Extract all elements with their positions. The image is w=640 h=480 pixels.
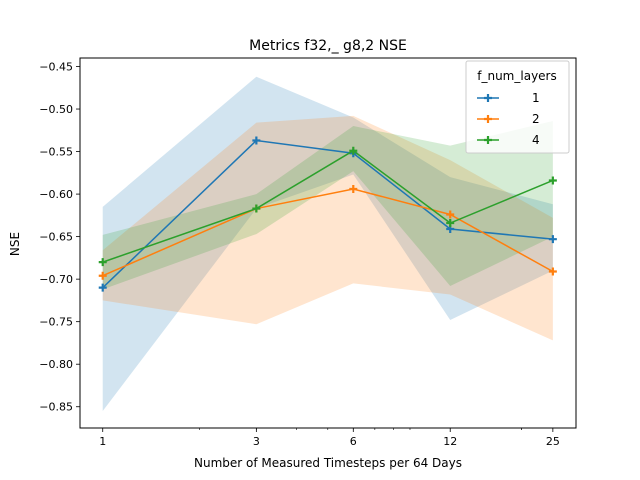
point-series-4-x12	[446, 219, 455, 228]
x-axis-ticks: 1 3 6 12 25	[99, 428, 560, 448]
point-series-1-x25	[548, 235, 557, 244]
legend-label-2: 2	[532, 112, 540, 126]
legend-box	[465, 60, 570, 154]
point-series-4-x25	[548, 176, 557, 185]
legend-marker-1	[484, 94, 492, 102]
legend-label-4: 4	[532, 133, 540, 147]
band-series-2	[102, 115, 553, 341]
point-series-2-x12	[446, 210, 455, 219]
x-tick-label: 1	[99, 435, 106, 448]
point-series-2-x6	[349, 184, 358, 193]
y-tick-label: −0.65	[39, 231, 73, 244]
confidence-bands	[102, 76, 553, 411]
band-series-1	[102, 76, 553, 411]
y-tick-label: −0.55	[39, 146, 73, 159]
y-tick-label: −0.75	[39, 316, 73, 329]
x-axis-label: Number of Measured Timesteps per 64 Days	[194, 456, 462, 470]
y-tick-label: −0.85	[39, 401, 73, 414]
x-tick-label: 12	[443, 435, 457, 448]
y-tick-label: −0.70	[39, 273, 73, 286]
x-tick-label: 3	[253, 435, 260, 448]
chart-title: Metrics f32,_ g8,2 NSE	[249, 38, 407, 54]
legend-marker-4	[484, 136, 492, 144]
point-series-2-x1	[98, 271, 107, 280]
series-lines	[98, 136, 557, 292]
x-tick-label: 6	[350, 435, 357, 448]
point-series-4-x1	[98, 258, 107, 267]
y-tick-label: −0.60	[39, 188, 73, 201]
band-series-4	[102, 120, 553, 290]
y-tick-label: −0.80	[39, 358, 73, 371]
point-series-2-x25	[548, 267, 557, 276]
point-series-4-x6	[349, 146, 358, 155]
legend-marker-2	[484, 115, 492, 123]
y-axis-label: NSE	[8, 232, 22, 256]
point-series-1-x1	[98, 283, 107, 292]
y-axis-ticks: −0.85 −0.80 −0.75 −0.70 −0.65 −0.60 −0.55 −0.50…	[39, 61, 80, 414]
point-series-4-x3	[252, 204, 261, 213]
x-tick-label: 25	[546, 435, 560, 448]
legend-entries: 1 2 4	[477, 91, 540, 147]
y-tick-label: −0.45	[39, 61, 73, 74]
point-series-1-x3	[252, 136, 261, 145]
legend-label-1: 1	[532, 91, 540, 105]
legend-title: f_num_layers	[477, 69, 556, 83]
y-tick-label: −0.50	[39, 103, 73, 116]
legend: f_num_layers 1 2 4	[465, 60, 570, 154]
